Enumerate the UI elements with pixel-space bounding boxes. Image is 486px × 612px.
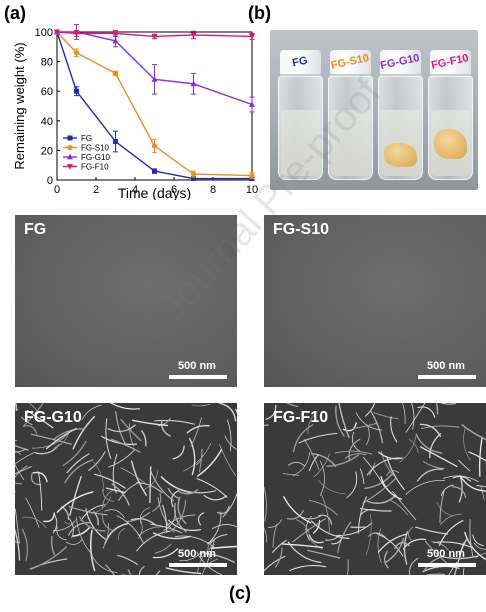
data-point: [249, 172, 255, 179]
sem-label-fg: FG: [24, 221, 47, 238]
x-tick-label: 4: [132, 184, 138, 196]
data-point: [73, 31, 80, 37]
panel-label-a: (a): [4, 3, 26, 23]
x-tick-label: 6: [171, 184, 177, 196]
x-tick-label: 10: [246, 184, 258, 196]
y-axis-label: Remaining weight (%): [12, 42, 27, 169]
data-point: [151, 34, 158, 40]
fiber-texture-f10: [264, 403, 486, 575]
data-point: [67, 144, 73, 151]
data-point: [151, 76, 158, 82]
sem-label-fg-f10: FG-F10: [273, 409, 329, 426]
data-point: [152, 168, 157, 174]
legend-label: FG-F10: [81, 163, 109, 172]
series-line: [56, 31, 253, 38]
sem-image-fg-s10: FG-S10 500 nm: [264, 215, 486, 387]
data-point: [73, 50, 80, 56]
scale-bar-fg-s10: [418, 375, 476, 379]
data-point: [190, 80, 197, 87]
sem-label-fg-s10: FG-S10: [273, 221, 330, 238]
legend-label: FG-S10: [81, 144, 110, 153]
legend-label: FG: [81, 134, 92, 143]
vial-fg-g10: FG-G10: [378, 50, 423, 182]
series-line: [57, 31, 253, 106]
data-point: [249, 34, 255, 40]
data-point: [54, 29, 60, 36]
data-point: [190, 32, 197, 39]
y-tick-label: 0: [47, 175, 53, 187]
scale-bar-fg-g10: [169, 563, 227, 567]
vials-photo: FG FG-S10 FG-G10 FG-F10: [270, 30, 478, 190]
legend-label: FG-G10: [81, 153, 110, 162]
data-point: [112, 70, 119, 77]
y-tick-label: 100: [35, 27, 53, 39]
scale-label-fg-f10: 500 nm: [427, 548, 465, 560]
scale-label-fg: 500 nm: [178, 360, 216, 372]
data-point: [67, 164, 73, 170]
data-point: [67, 153, 73, 160]
data-point: [74, 88, 79, 94]
vial-fg-f10: FG-F10: [428, 50, 473, 182]
scale-bar-fg: [169, 375, 227, 379]
series-line: [56, 31, 252, 180]
panel-label-c: (c): [229, 583, 251, 603]
scale-bar-fg-f10: [418, 563, 476, 567]
data-point: [113, 139, 118, 145]
y-tick-label: 60: [41, 86, 53, 98]
x-tick-label: 8: [210, 184, 216, 196]
vial-fg-s10: FG-S10: [328, 50, 373, 182]
sem-image-fg-g10: FG-G10 500 nm: [15, 403, 237, 575]
sem-image-fg-f10: FG-F10 500 nm: [264, 403, 486, 575]
scale-label-fg-s10: 500 nm: [427, 360, 465, 372]
sem-image-fg: FG 500 nm: [15, 215, 237, 387]
panel-label-b: (b): [248, 3, 271, 23]
scale-label-fg-g10: 500 nm: [178, 548, 216, 560]
data-point: [112, 31, 119, 37]
x-axis-label: Time (days): [118, 185, 191, 200]
data-point: [191, 176, 196, 182]
x-tick-label: 0: [54, 184, 60, 196]
data-point: [249, 101, 255, 107]
data-point: [67, 135, 73, 141]
fiber-texture-g10: [15, 403, 237, 575]
y-tick-label: 20: [41, 145, 53, 157]
sem-label-fg-g10: FG-G10: [24, 409, 82, 426]
vial-fg: FG: [278, 50, 323, 182]
y-tick-label: 80: [41, 57, 53, 69]
data-point: [190, 171, 197, 177]
y-tick-label: 40: [41, 116, 53, 128]
series-line: [56, 31, 253, 177]
data-point: [151, 143, 158, 149]
x-tick-label: 2: [93, 184, 99, 196]
data-point: [112, 37, 119, 44]
